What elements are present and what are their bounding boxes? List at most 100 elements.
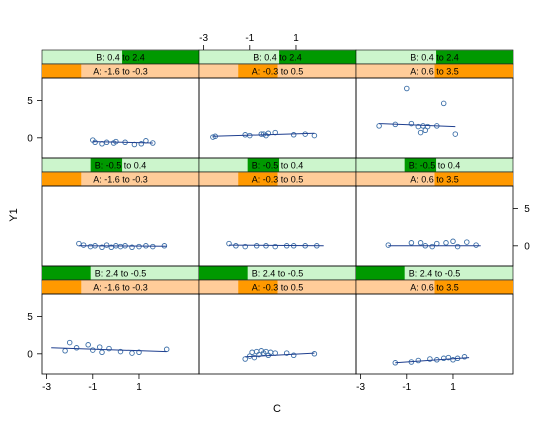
data-point (290, 352, 297, 359)
data-point (311, 132, 318, 139)
data-point (445, 354, 452, 361)
x-tick-label: -1 (245, 33, 254, 44)
panel-frame (198, 293, 357, 375)
panel: B: 2.4 to -0.5 A: 0.6 to 3.5 (355, 265, 514, 375)
data-point (272, 243, 278, 250)
strip-b-label: B: 2.4 to -0.5 (252, 269, 304, 279)
data-point (226, 240, 232, 247)
strip-b-label: B: -0.5 to 0.4 (252, 161, 304, 171)
strip-a-range-bar (434, 64, 513, 78)
data-point (473, 242, 479, 248)
strip-a-label: A: -1.6 to -0.3 (93, 283, 148, 293)
strip-a-range-bar (238, 280, 278, 294)
data-point (85, 342, 91, 348)
panel: B: -0.5 to 0.4 A: 0.6 to 3.5 (355, 157, 514, 267)
data-point (163, 346, 170, 353)
strip-a-range-bar (238, 64, 278, 78)
data-point (117, 243, 124, 250)
fit-line (245, 352, 315, 358)
strip-a-label: A: -1.6 to -0.3 (93, 175, 148, 185)
strip-b-label: B: 2.4 to -0.5 (409, 269, 461, 279)
data-point (408, 120, 415, 127)
data-point (66, 339, 73, 346)
data-point (251, 354, 258, 361)
data-point (129, 244, 135, 251)
data-point (464, 239, 470, 245)
data-point (90, 347, 96, 353)
x-tick-label: -3 (356, 382, 365, 393)
panel-frame (355, 77, 514, 159)
strip-a-range-bar (42, 280, 82, 294)
data-point (258, 131, 265, 137)
fit-line (379, 123, 456, 128)
panel-frame (41, 77, 200, 159)
data-point (385, 242, 392, 248)
strip-b-label: B: 2.4 to -0.5 (95, 269, 147, 279)
fit-line (212, 132, 315, 137)
strip-b-range-bar (90, 158, 123, 172)
y-tick-label: 5 (27, 312, 33, 323)
data-point (92, 139, 98, 146)
fit-line (51, 347, 167, 353)
data-point (450, 238, 456, 245)
fit-line (395, 357, 470, 364)
data-point (242, 243, 248, 250)
x-tick-label: -3 (42, 382, 51, 393)
data-point (443, 240, 449, 246)
panel-frame (41, 293, 200, 375)
strip-a-label: A: -0.3 to 0.5 (252, 67, 304, 77)
y-tick-label: 5 (524, 204, 530, 215)
data-point (87, 243, 94, 250)
x-tick-label: -3 (199, 33, 208, 44)
y-tick-label: 5 (27, 96, 33, 107)
panel-frame (198, 185, 357, 267)
data-point (99, 244, 105, 251)
data-point (233, 243, 239, 249)
panel: B: 0.4 to 2.4 A: -1.6 to -0.3 (41, 49, 200, 159)
data-point (404, 85, 410, 92)
panel: B: 0.4 to 2.4 A: 0.6 to 3.5 (355, 49, 514, 159)
panels-layer: B: 2.4 to -0.5A: -1.6 to -0.3B: 2.4 to -… (41, 49, 514, 375)
strip-b-range-bar (122, 50, 199, 64)
y-tick-label: 0 (27, 133, 33, 144)
panel-frame (198, 77, 357, 159)
strip-b-range-bar (404, 158, 437, 172)
strip-a-label: A: -0.3 to 0.5 (252, 283, 304, 293)
data-point (311, 351, 318, 357)
fit-line (228, 244, 324, 247)
data-point (290, 132, 297, 138)
strip-b-range-bar (279, 50, 356, 64)
data-point (117, 348, 124, 355)
y-axis-title: Y1 (8, 208, 20, 221)
x-tick-label: 1 (136, 382, 142, 393)
data-point (454, 243, 461, 250)
strip-b-range-bar (199, 266, 248, 280)
data-point (76, 240, 82, 247)
data-point (96, 344, 103, 350)
panel-frame (355, 293, 514, 375)
strip-b-range-bar (42, 266, 91, 280)
x-tick-label: 1 (293, 33, 299, 44)
panel: B: -0.5 to 0.4 A: -1.6 to -0.3 (41, 157, 200, 267)
strip-b-label: B: 0.4 to 2.4 (410, 53, 459, 63)
strip-a-range-bar (434, 280, 513, 294)
x-tick-label: 1 (450, 382, 456, 393)
data-point (417, 240, 424, 246)
x-tick-label: -1 (402, 382, 411, 393)
strip-a-label: A: 0.6 to 3.5 (410, 283, 459, 293)
strip-a-label: A: -0.3 to 0.5 (252, 175, 304, 185)
data-point (427, 356, 433, 362)
data-point (136, 349, 142, 356)
data-point (376, 123, 382, 129)
strip-b-label: B: 0.4 to 2.4 (253, 53, 302, 63)
strip-b-range-bar (356, 266, 405, 280)
data-point (452, 131, 459, 137)
data-point (242, 356, 248, 362)
data-point (408, 240, 415, 246)
panel: B: 2.4 to -0.5 A: -1.6 to -0.3 (41, 265, 200, 375)
data-point (103, 242, 110, 248)
strip-b-range-bar (436, 50, 513, 64)
data-point (424, 123, 431, 130)
x-tick-label: -1 (88, 382, 97, 393)
